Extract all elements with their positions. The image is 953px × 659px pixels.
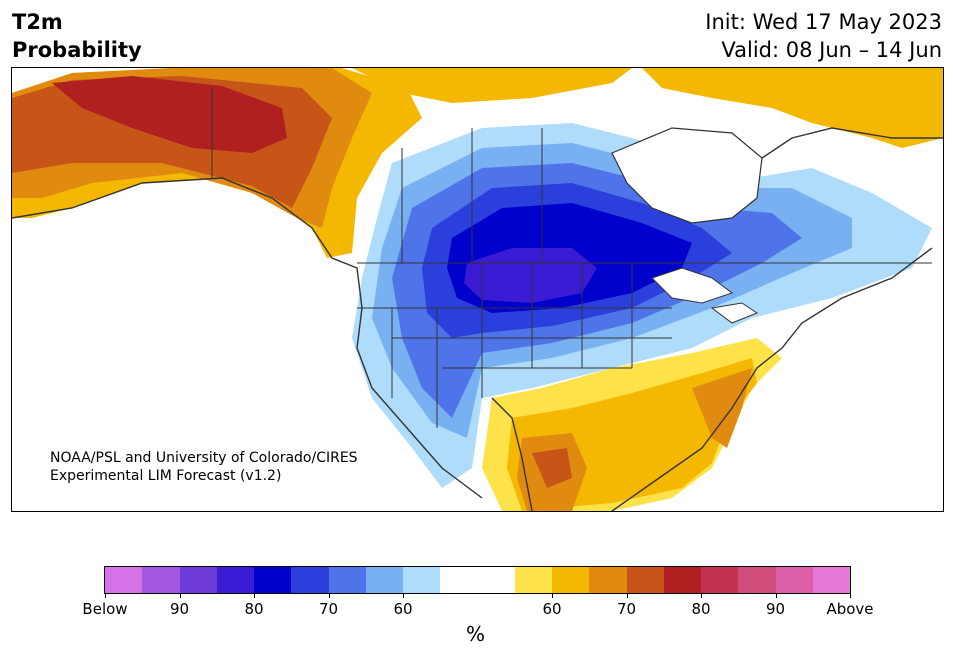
colorbar-tick-label: Above bbox=[826, 600, 874, 618]
colorbar-swatch bbox=[216, 567, 254, 593]
warm-region-texas-dark bbox=[532, 448, 572, 488]
colorbar-swatch bbox=[254, 567, 292, 593]
forecast-dates: Init: Wed 17 May 2023 Valid: 08 Jun – 14… bbox=[705, 8, 942, 64]
state-borders bbox=[211, 88, 932, 428]
colorbar-tickmark bbox=[254, 593, 255, 598]
colorbar-tick-label: 60 bbox=[542, 600, 562, 618]
valid-range: Valid: 08 Jun – 14 Jun bbox=[721, 38, 942, 62]
credit-line-2: Experimental LIM Forecast (v1.2) bbox=[50, 468, 282, 484]
colorbar-swatch bbox=[142, 567, 180, 593]
warm-region-northeast bbox=[642, 68, 943, 148]
warm-region-alaska-core bbox=[52, 76, 287, 153]
colorbar-tick-label: 90 bbox=[169, 600, 190, 618]
hudson-bay bbox=[611, 127, 763, 224]
colorbar-tick-label: 80 bbox=[244, 600, 264, 618]
colorbar-swatch bbox=[589, 567, 627, 593]
colorbar-tickmark bbox=[626, 593, 628, 598]
colorbar-tickmark bbox=[701, 593, 702, 598]
colorbar-swatch bbox=[291, 567, 329, 593]
cold-region-core bbox=[464, 248, 597, 303]
data-credit: NOAA/PSL and University of Colorado/CIRE… bbox=[50, 449, 358, 485]
colorbar-tick-label: Below bbox=[82, 600, 128, 618]
colorbar-swatch bbox=[738, 567, 776, 593]
colorbar-tick-label: 80 bbox=[691, 600, 711, 618]
colorbar-tick-label: 70 bbox=[318, 600, 339, 618]
colorbar-unit-label: % bbox=[466, 622, 486, 646]
colorbar-tickmark bbox=[403, 593, 404, 598]
colorbar-swatch bbox=[440, 567, 478, 593]
map-title: T2m Probability bbox=[12, 8, 142, 64]
colorbar-tick-label: 60 bbox=[393, 600, 413, 618]
colorbar-tick-label: 70 bbox=[616, 600, 637, 618]
colorbar-swatch bbox=[477, 567, 515, 593]
colorbar-swatch bbox=[514, 567, 552, 593]
colorbar-tickmark bbox=[775, 593, 777, 598]
init-date: Init: Wed 17 May 2023 bbox=[705, 10, 942, 34]
colorbar-swatch bbox=[105, 567, 143, 593]
map-panel: NOAA/PSL and University of Colorado/CIRE… bbox=[11, 67, 944, 512]
colorbar-tickmark bbox=[850, 593, 851, 598]
title-type: Probability bbox=[12, 38, 142, 62]
colorbar bbox=[104, 566, 851, 594]
colorbar-swatch bbox=[552, 567, 590, 593]
colorbar-tick-label: 90 bbox=[765, 600, 786, 618]
colorbar-tickmark bbox=[179, 593, 181, 598]
credit-line-1: NOAA/PSL and University of Colorado/CIRE… bbox=[50, 450, 358, 466]
colorbar-tickmark bbox=[105, 593, 106, 598]
colorbar-swatch bbox=[701, 567, 739, 593]
warm-region-south-orange bbox=[517, 368, 752, 511]
colorbar-swatch bbox=[328, 567, 366, 593]
title-variable: T2m bbox=[12, 10, 63, 34]
colorbar-swatch bbox=[179, 567, 217, 593]
probability-map bbox=[12, 68, 943, 511]
coastline bbox=[12, 127, 943, 511]
warm-region-arctic-islands bbox=[352, 68, 632, 103]
colorbar-swatch bbox=[775, 567, 813, 593]
colorbar-swatch bbox=[812, 567, 850, 593]
colorbar-tickmark bbox=[552, 593, 553, 598]
great-lakes bbox=[651, 267, 759, 324]
colorbar-tickmark bbox=[328, 593, 330, 598]
colorbar-swatch bbox=[403, 567, 441, 593]
colorbar-swatch bbox=[626, 567, 664, 593]
colorbar-swatch bbox=[365, 567, 403, 593]
colorbar-swatch bbox=[663, 567, 701, 593]
